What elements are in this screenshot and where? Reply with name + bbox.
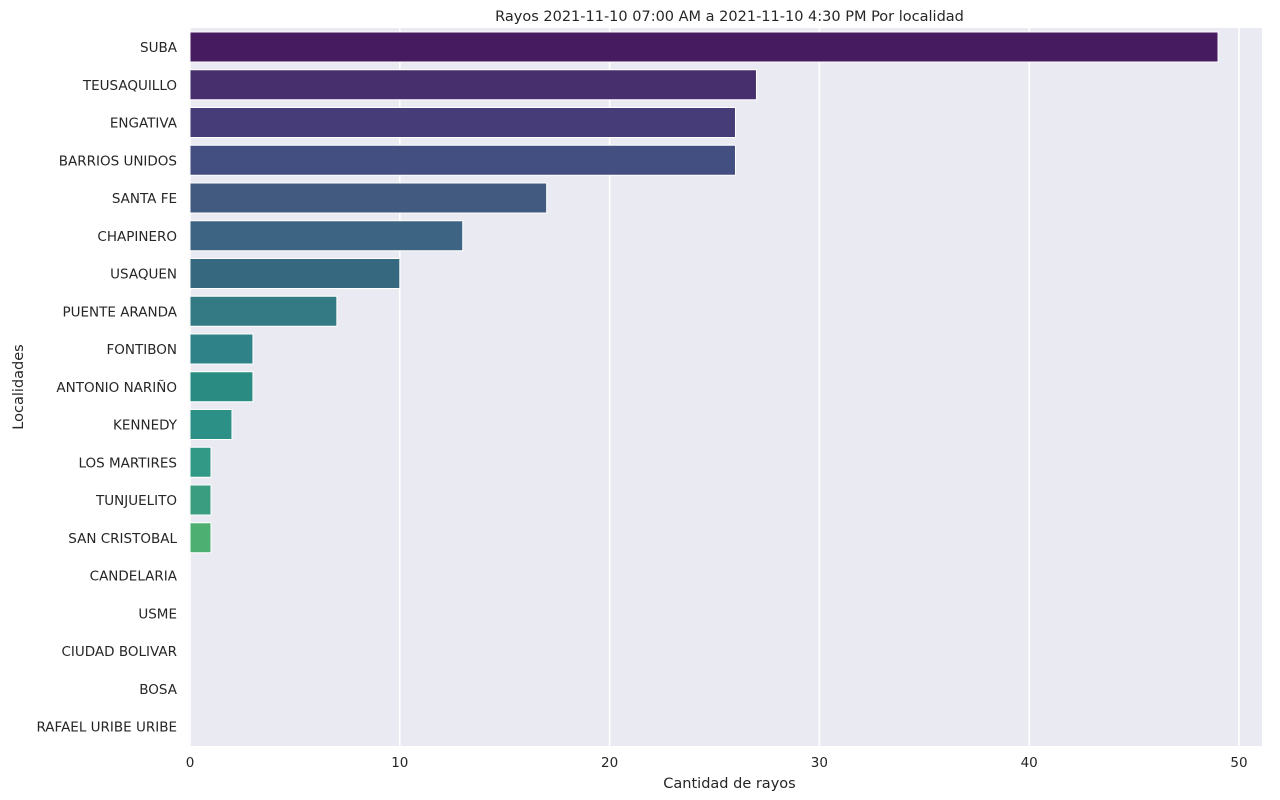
- bar: [189, 371, 254, 403]
- bar: [189, 107, 736, 138]
- bar: [189, 295, 338, 327]
- y-tick-labels: SUBA TEUSAQUILLO ENGATIVA BARRIOS UNIDOS SAN…: [36, 40, 177, 736]
- y-tick-label: CIUDAD BOLIVAR: [61, 644, 177, 660]
- y-tick-label: SAN CRISTOBAL: [68, 531, 177, 547]
- bar: [189, 258, 401, 289]
- y-tick-label: PUENTE ARANDA: [62, 304, 177, 320]
- x-tick-label: 40: [1021, 755, 1038, 771]
- y-tick-label: CHAPINERO: [97, 229, 177, 245]
- x-tick-label: 30: [811, 755, 828, 771]
- y-tick-label: ANTONIO NARIÑO: [56, 379, 177, 396]
- y-tick-label: FONTIBON: [107, 342, 177, 358]
- bar: [189, 69, 757, 101]
- bars: [189, 31, 1219, 554]
- y-tick-label: SANTA FE: [112, 191, 177, 207]
- y-tick-label: RAFAEL URIBE URIBE: [36, 720, 177, 736]
- y-tick-label: LOS MARTIRES: [78, 455, 177, 471]
- y-tick-label: BARRIOS UNIDOS: [59, 153, 177, 169]
- bar: [189, 182, 548, 214]
- x-tick-labels: 0 10 20 30 40 50: [186, 755, 1248, 771]
- y-tick-label: BOSA: [139, 682, 177, 698]
- x-tick-label: 20: [601, 755, 618, 771]
- y-tick-label: SUBA: [140, 40, 178, 56]
- x-tick-label: 0: [186, 755, 195, 771]
- x-tick-label: 50: [1230, 755, 1247, 771]
- x-tick-label: 10: [391, 755, 408, 771]
- bar: [189, 446, 212, 478]
- y-tick-label: USAQUEN: [110, 267, 177, 283]
- y-tick-label: ENGATIVA: [110, 116, 178, 132]
- bar: [189, 333, 254, 365]
- bar: [189, 220, 464, 252]
- x-axis-label: Cantidad de rayos: [663, 776, 795, 792]
- bar: [189, 484, 212, 516]
- y-tick-label: KENNEDY: [113, 418, 178, 434]
- y-tick-label: CANDELARIA: [90, 569, 178, 585]
- chart-title: Rayos 2021-11-10 07:00 AM a 2021-11-10 4…: [495, 9, 964, 25]
- bar: [189, 144, 736, 176]
- bar: [189, 522, 212, 554]
- bar: [189, 409, 233, 440]
- y-tick-label: TEUSAQUILLO: [82, 78, 177, 94]
- y-tick-label: USME: [138, 606, 177, 622]
- bar: [189, 31, 1219, 63]
- y-axis-label: Localidades: [11, 344, 27, 429]
- y-tick-label: TUNJUELITO: [95, 493, 177, 509]
